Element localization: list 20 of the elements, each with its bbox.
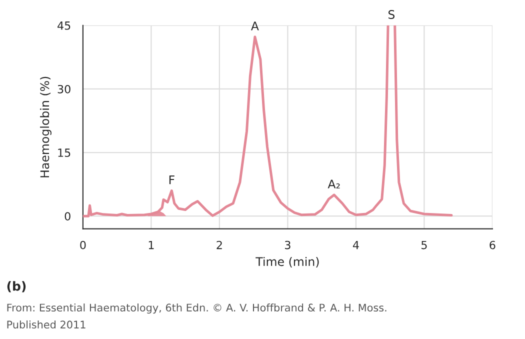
x-tick-label: 2 — [216, 240, 222, 250]
x-tick-label: 3 — [285, 240, 290, 250]
text: (b) — [7, 281, 26, 292]
x-tick-label: 6 — [490, 240, 496, 250]
annotation: S — [388, 10, 395, 19]
x-tick-label: 1 — [148, 240, 154, 250]
annotation: F — [169, 175, 174, 184]
x-tick-label: 5 — [422, 240, 427, 250]
x-tick-label: 4 — [352, 240, 359, 250]
text: Published 2011 — [7, 320, 86, 329]
x-axis-title: Time (min) — [256, 256, 319, 268]
annotation: A₂ — [328, 180, 340, 188]
text: From: Essential Haematology, 6th Edn. © A. V. Hoffbrand & P. A. H. Moss. — [7, 303, 386, 314]
y-tick-label: 45 — [58, 22, 70, 30]
x-tick-label: 0 — [80, 240, 86, 250]
y-tick-label: 30 — [58, 84, 70, 94]
annotation: A — [250, 22, 259, 30]
y-tick-label: 15 — [58, 148, 70, 157]
y-axis-title: Haemoglobin (%) — [40, 76, 52, 178]
y-tick-label: 0 — [64, 212, 70, 220]
